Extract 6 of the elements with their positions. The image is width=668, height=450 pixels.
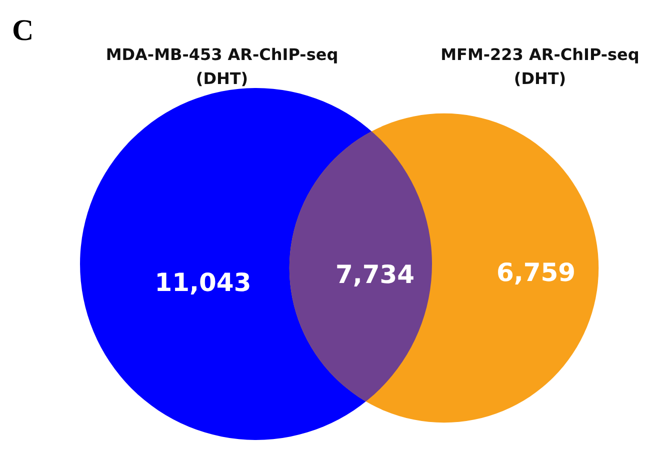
text: C <box>12 14 34 47</box>
category-label: MFM-223 AR-ChIP-seq (DHT) <box>440 45 640 88</box>
data-label: 7,734 <box>335 260 415 289</box>
data-label: 11,043 <box>154 268 252 297</box>
data-label: 6,759 <box>496 258 576 287</box>
category-label: MDA-MB-453 AR-ChIP-seq (DHT) <box>106 45 338 88</box>
